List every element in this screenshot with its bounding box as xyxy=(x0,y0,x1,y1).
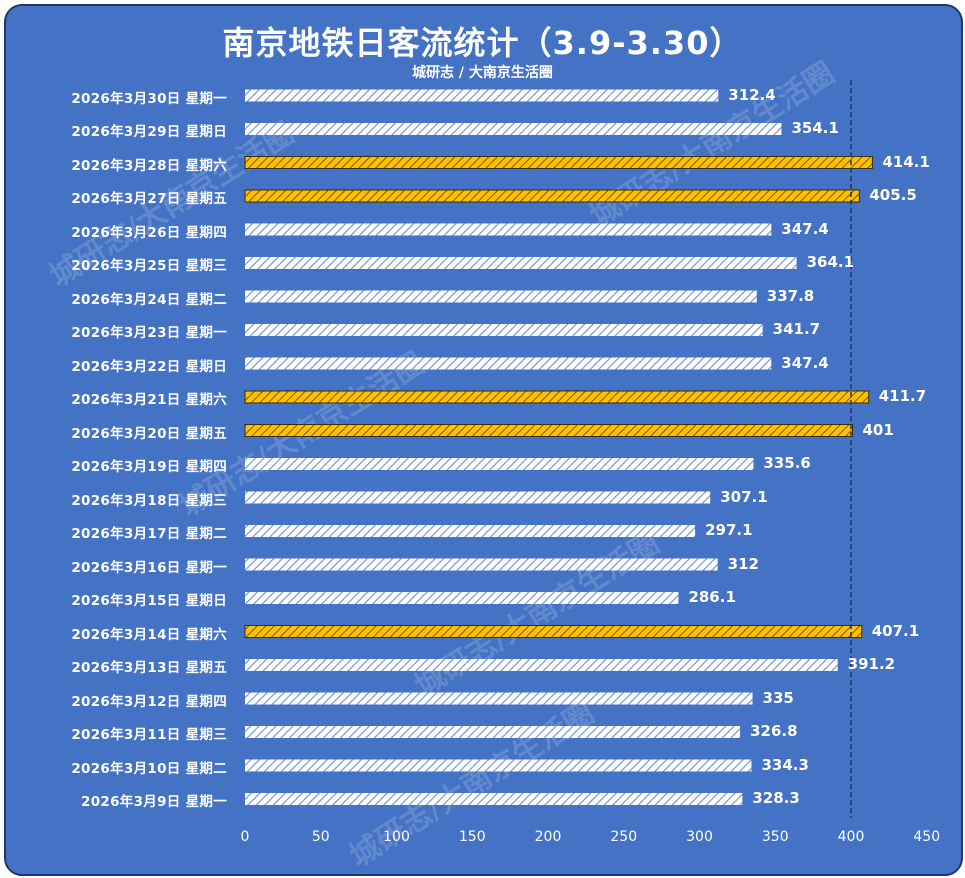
x-tick-label: 350 xyxy=(761,829,789,845)
bar xyxy=(245,726,741,738)
bar xyxy=(245,491,711,504)
chart-title: 南京地铁日客流统计（3.9-3.30） xyxy=(222,24,743,62)
data-label: 297.1 xyxy=(705,521,753,539)
bar xyxy=(245,592,679,604)
bar xyxy=(245,558,718,571)
data-label: 335 xyxy=(762,688,794,707)
data-label: 391.2 xyxy=(847,655,896,673)
data-label: 347.4 xyxy=(781,219,829,238)
bar xyxy=(245,793,743,805)
category-label: 2026年3月13日 星期五 xyxy=(71,660,227,676)
x-tick-label: 100 xyxy=(383,829,410,845)
chart-subtitle: 城研志 / 大南京生活圈 xyxy=(412,65,553,81)
category-label: 2026年3月24日 星期二 xyxy=(71,291,227,308)
bar xyxy=(245,89,719,102)
data-label: 335.6 xyxy=(763,454,811,472)
data-label: 326.8 xyxy=(750,722,798,740)
category-label: 2026年3月16日 星期一 xyxy=(71,559,227,576)
bar xyxy=(244,424,854,437)
x-tick-label: 250 xyxy=(610,829,638,845)
category-label: 2026年3月17日 星期二 xyxy=(71,526,227,542)
bar xyxy=(245,357,772,370)
data-label: 312.4 xyxy=(728,85,776,104)
category-label: 2026年3月25日 星期三 xyxy=(71,258,227,274)
category-label: 2026年3月19日 星期四 xyxy=(71,459,227,475)
category-label: 2026年3月21日 星期六 xyxy=(71,392,227,408)
data-label: 312 xyxy=(727,554,759,573)
bar xyxy=(245,123,782,135)
x-tick-label: 0 xyxy=(240,829,250,845)
x-tick-label: 400 xyxy=(837,829,865,845)
category-label: 2026年3月23日 星期一 xyxy=(71,325,227,341)
category-label: 2026年3月27日 星期五 xyxy=(71,191,227,207)
bar xyxy=(245,324,763,336)
bar xyxy=(245,290,757,303)
category-label: 2026年3月9日 星期一 xyxy=(81,794,227,810)
bar xyxy=(245,659,838,671)
bar xyxy=(244,625,863,638)
bar xyxy=(245,223,772,236)
category-label: 2026年3月12日 星期四 xyxy=(71,693,227,710)
x-tick-label: 300 xyxy=(686,829,713,845)
category-label: 2026年3月20日 星期五 xyxy=(71,425,227,442)
category-label: 2026年3月10日 星期二 xyxy=(71,760,227,777)
data-label: 307.1 xyxy=(720,487,768,506)
bar xyxy=(244,189,860,203)
bar xyxy=(244,390,870,404)
data-label: 407.1 xyxy=(871,621,920,640)
data-label: 341.7 xyxy=(772,320,821,338)
x-tick-label: 150 xyxy=(458,829,486,845)
category-label: 2026年3月11日 星期三 xyxy=(71,727,227,743)
bar xyxy=(245,257,797,269)
bar xyxy=(245,525,696,537)
category-label: 2026年3月26日 星期四 xyxy=(71,224,227,241)
x-tick-label: 450 xyxy=(913,829,941,845)
data-label: 414.1 xyxy=(882,152,930,171)
category-label: 2026年3月14日 星期六 xyxy=(71,626,227,643)
data-label: 405.5 xyxy=(869,186,917,204)
bar xyxy=(245,458,754,470)
bar xyxy=(245,692,753,705)
category-label: 2026年3月18日 星期三 xyxy=(71,492,227,509)
data-label: 337.8 xyxy=(766,286,815,305)
category-label: 2026年3月28日 星期六 xyxy=(71,157,227,174)
x-tick-label: 200 xyxy=(534,829,562,845)
data-label: 334.3 xyxy=(761,755,809,774)
category-label: 2026年3月22日 星期日 xyxy=(71,358,227,375)
bar xyxy=(245,759,752,772)
data-label: 364.1 xyxy=(806,253,855,271)
category-label: 2026年3月29日 星期日 xyxy=(71,124,227,140)
data-label: 328.3 xyxy=(752,789,800,807)
data-label: 286.1 xyxy=(688,588,736,606)
category-label: 2026年3月15日 星期日 xyxy=(71,593,227,609)
data-label: 354.1 xyxy=(791,119,839,137)
data-label: 401 xyxy=(862,420,894,439)
x-tick-label: 50 xyxy=(311,829,330,845)
data-label: 411.7 xyxy=(878,387,927,405)
category-label: 2026年3月30日 星期一 xyxy=(71,90,227,107)
data-label: 347.4 xyxy=(781,353,829,372)
bar xyxy=(244,156,873,169)
